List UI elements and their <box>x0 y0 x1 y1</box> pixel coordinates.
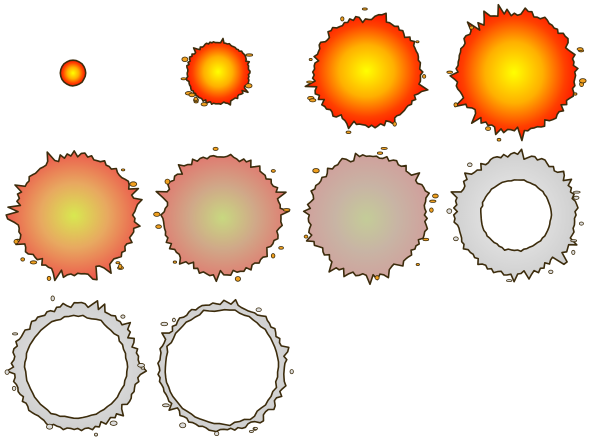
debris <box>13 239 19 245</box>
debris <box>446 208 453 214</box>
debris <box>200 102 208 107</box>
debris <box>11 385 17 391</box>
debris <box>571 249 576 255</box>
debris <box>422 74 427 79</box>
debris <box>234 276 241 282</box>
debris <box>446 70 453 74</box>
debris <box>118 263 123 270</box>
debris <box>212 146 219 151</box>
explosion-frame <box>304 12 429 130</box>
debris <box>270 169 276 173</box>
debris <box>453 102 458 108</box>
debris <box>181 56 189 63</box>
debris <box>4 369 10 375</box>
debris <box>115 261 121 265</box>
explosion-frame <box>450 148 579 283</box>
debris <box>573 92 578 96</box>
explosion-frame <box>157 298 290 433</box>
debris <box>137 363 145 368</box>
debris <box>485 126 492 131</box>
debris <box>467 162 473 168</box>
debris <box>171 317 176 323</box>
debris <box>573 195 580 200</box>
explosion-frame <box>6 300 148 432</box>
debris <box>578 221 584 226</box>
debris <box>415 40 420 44</box>
debris <box>469 25 474 30</box>
debris <box>432 193 439 199</box>
debris <box>374 275 380 281</box>
debris <box>155 224 162 229</box>
debris <box>306 80 313 84</box>
debris <box>255 307 262 312</box>
debris <box>312 168 320 174</box>
debris <box>193 96 198 102</box>
debris <box>429 199 437 203</box>
debris <box>570 239 578 243</box>
debris <box>496 137 502 142</box>
debris <box>453 236 459 242</box>
debris <box>289 369 294 375</box>
debris <box>309 98 317 103</box>
debris <box>278 246 284 250</box>
explosion-frame <box>302 152 430 286</box>
debris <box>429 207 434 213</box>
debris <box>376 151 384 155</box>
debris <box>94 432 98 437</box>
debris <box>46 275 52 281</box>
debris <box>46 423 54 430</box>
debris <box>245 53 254 57</box>
debris <box>109 420 118 426</box>
debris <box>120 314 126 319</box>
debris <box>506 279 513 283</box>
debris <box>164 178 171 185</box>
debris <box>415 263 420 266</box>
explosion-frame <box>185 37 251 106</box>
debris <box>308 57 313 62</box>
debris <box>248 429 254 433</box>
debris <box>573 190 581 194</box>
debris <box>303 234 309 239</box>
debris <box>282 208 291 212</box>
debris <box>253 426 258 431</box>
debris <box>153 211 161 217</box>
debris <box>162 403 170 408</box>
debris <box>361 7 368 11</box>
debris <box>172 260 178 264</box>
explosion-frame <box>449 3 579 142</box>
debris <box>576 47 584 51</box>
debris <box>380 146 388 150</box>
debris <box>179 422 187 429</box>
debris <box>244 83 253 89</box>
debris <box>270 253 276 259</box>
debris <box>579 78 587 84</box>
debris <box>548 269 554 274</box>
explosion-frame <box>155 153 290 283</box>
debris <box>180 77 187 81</box>
debris <box>20 257 26 262</box>
debris <box>345 130 352 134</box>
debris <box>392 121 397 127</box>
explosion-frame <box>5 150 143 282</box>
debris <box>50 295 55 302</box>
debris <box>160 321 169 327</box>
debris <box>129 181 138 187</box>
debris <box>340 16 345 22</box>
debris <box>12 332 19 336</box>
debris <box>214 431 220 437</box>
debris <box>422 237 430 242</box>
explosion-frame <box>59 59 87 87</box>
debris <box>120 168 126 172</box>
debris <box>188 92 196 98</box>
debris <box>29 260 38 265</box>
